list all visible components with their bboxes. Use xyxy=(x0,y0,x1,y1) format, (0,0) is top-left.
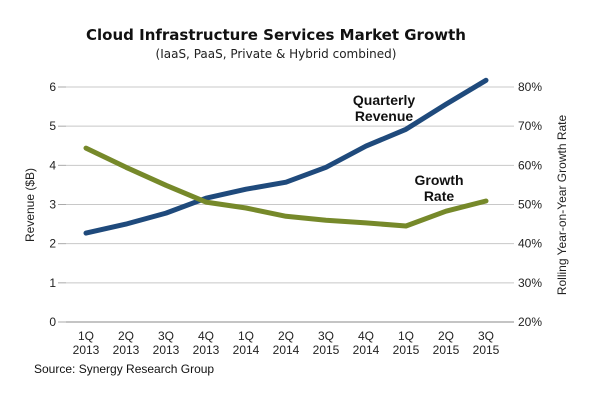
left-tick-label: 0 xyxy=(49,315,56,329)
right-tick-label: 70% xyxy=(518,119,542,133)
x-tick-label-year: 2015 xyxy=(433,343,460,357)
x-tick-label-quarter: 3Q xyxy=(158,329,174,343)
x-axis-ticks: 1Q20132Q20133Q20134Q20131Q20142Q20143Q20… xyxy=(73,329,500,357)
series-label: Revenue xyxy=(355,108,414,124)
left-tick-label: 4 xyxy=(49,158,56,172)
chart-subtitle: (IaaS, PaaS, Private & Hybrid combined) xyxy=(156,47,397,61)
left-axis-ticks: 0 1 2 3 4 5 6 xyxy=(49,80,56,329)
x-tick-label-quarter: 1Q xyxy=(398,329,414,343)
right-axis-title: Rolling Year-on-Year Growth Rate xyxy=(555,115,569,296)
x-tick-label-quarter: 2Q xyxy=(118,329,134,343)
series-label: Growth xyxy=(415,172,464,188)
right-tick-label: 60% xyxy=(518,158,542,172)
left-tick-label: 1 xyxy=(49,276,56,290)
x-tick-label-year: 2014 xyxy=(233,343,260,357)
series-label: Quarterly xyxy=(353,92,415,108)
x-tick-label-quarter: 1Q xyxy=(238,329,254,343)
source-note: Source: Synergy Research Group xyxy=(34,362,214,376)
x-tick-label-year: 2014 xyxy=(353,343,380,357)
gridlines xyxy=(58,86,514,323)
right-tick-label: 50% xyxy=(518,198,542,212)
x-tick-label-year: 2013 xyxy=(193,343,220,357)
x-tick-label-year: 2015 xyxy=(313,343,340,357)
x-tick-label-quarter: 4Q xyxy=(198,329,214,343)
series-lines xyxy=(83,77,489,236)
x-tick-label-quarter: 3Q xyxy=(478,329,494,343)
right-axis-ticks: 20% 30% 40% 50% 60% 70% 80% xyxy=(518,80,542,329)
left-tick-label: 5 xyxy=(49,119,56,133)
x-tick-label-year: 2015 xyxy=(393,343,420,357)
right-tick-label: 20% xyxy=(518,315,542,329)
x-tick-label-quarter: 4Q xyxy=(358,329,374,343)
chart-title: Cloud Infrastructure Services Market Gro… xyxy=(86,26,466,44)
left-axis-title: Revenue ($B) xyxy=(23,168,37,242)
x-tick-label-quarter: 2Q xyxy=(278,329,294,343)
x-tick-label-year: 2013 xyxy=(73,343,100,357)
series-label: Rate xyxy=(424,188,455,204)
series-line-quarterly-revenue xyxy=(83,77,489,236)
right-tick-label: 30% xyxy=(518,276,542,290)
x-tick-label-quarter: 1Q xyxy=(78,329,94,343)
x-tick-label-year: 2013 xyxy=(153,343,180,357)
left-tick-label: 2 xyxy=(49,237,56,251)
x-tick-label-quarter: 2Q xyxy=(438,329,454,343)
x-tick-label-year: 2013 xyxy=(113,343,140,357)
left-tick-label: 3 xyxy=(49,198,56,212)
right-tick-label: 80% xyxy=(518,80,542,94)
left-tick-label: 6 xyxy=(49,80,56,94)
x-tick-label-year: 2015 xyxy=(473,343,500,357)
x-tick-label-quarter: 3Q xyxy=(318,329,334,343)
x-tick-label-year: 2014 xyxy=(273,343,300,357)
right-tick-label: 40% xyxy=(518,237,542,251)
